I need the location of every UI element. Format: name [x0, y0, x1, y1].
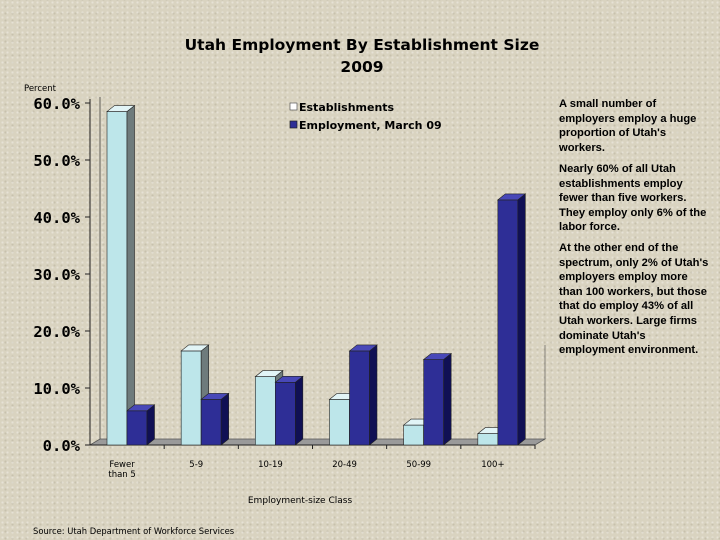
chart-title: Utah Employment By Establishment Size	[184, 36, 540, 54]
x-tick-label: 100+	[481, 460, 504, 470]
y-tick-label: 60.0%	[33, 95, 80, 113]
x-axis-label: Employment-size Class	[248, 496, 353, 506]
y-axis-label: Percent	[24, 84, 57, 94]
source-note: Source: Utah Department of Workforce Ser…	[33, 526, 235, 536]
employment-bar	[126, 404, 156, 446]
y-tick-label: 0.0%	[43, 437, 81, 455]
note-small-establishments: Nearly 60% of all Utah establishments em…	[559, 163, 707, 234]
employment-bar	[422, 352, 453, 446]
chart-floor	[88, 438, 547, 446]
note-small-employers: A small number of employers employ a hug…	[559, 98, 697, 154]
y-tick-label: 50.0%	[33, 152, 80, 170]
y-tick-label: 20.0%	[33, 323, 80, 341]
x-tick-label: Fewer than 5	[108, 460, 135, 480]
employment-bar	[200, 392, 230, 446]
employment-bar	[496, 193, 527, 446]
legend-label-employment: Employment, March 09	[299, 119, 442, 132]
chart-subtitle: 2009	[340, 58, 384, 76]
establishments-bar	[106, 104, 136, 446]
y-tick-label: 40.0%	[33, 209, 80, 227]
x-tick-label: 10-19	[258, 460, 283, 470]
x-tick-label: 20-49	[332, 460, 357, 470]
x-tick-label: 50-99	[406, 460, 431, 470]
y-tick-label: 10.0%	[33, 380, 80, 398]
y-tick-label: 30.0%	[33, 266, 80, 284]
legend-swatch-employment	[289, 120, 298, 129]
employment-bar	[274, 375, 304, 446]
legend-swatch-establishments	[289, 102, 298, 111]
note-large-firms: At the other end of the spectrum, only 2…	[559, 242, 709, 357]
legend-label-establishments: Establishments	[299, 101, 395, 114]
employment-bar	[348, 344, 378, 446]
x-tick-label: 5-9	[189, 460, 203, 470]
